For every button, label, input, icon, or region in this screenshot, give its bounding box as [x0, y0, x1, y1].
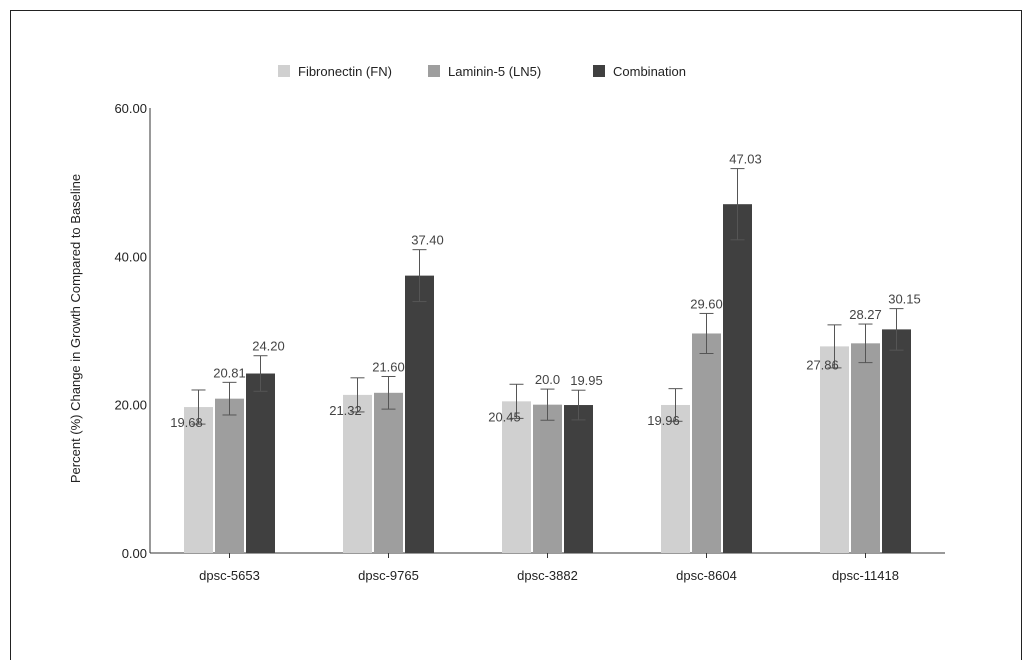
bar	[661, 404, 690, 553]
x-category-label: dpsc-8604	[676, 568, 737, 583]
bar	[374, 392, 403, 553]
bar	[215, 398, 244, 553]
legend-label: Fibronectin (FN)	[298, 64, 392, 79]
y-axis-label: Percent (%) Change in Growth Compared to…	[68, 174, 83, 483]
bar	[723, 204, 752, 554]
x-category-label: dpsc-5653	[199, 568, 260, 583]
y-tick-label: 0.00	[122, 546, 147, 561]
bar	[343, 394, 372, 553]
legend-label: Combination	[613, 64, 686, 79]
bar	[882, 329, 911, 553]
data-label: 21.60	[372, 359, 405, 374]
data-label: 37.40	[411, 233, 444, 248]
x-category-label: dpsc-11418	[832, 568, 899, 583]
data-label: 30.15	[888, 292, 921, 307]
bar	[533, 404, 562, 553]
data-label: 24.20	[252, 339, 285, 354]
bar	[692, 333, 721, 553]
legend-swatch	[428, 65, 440, 77]
data-label: 27.86	[806, 357, 839, 372]
data-label: 19.68	[170, 415, 203, 430]
data-label: 20.81	[213, 365, 246, 380]
bar	[184, 407, 213, 553]
bar	[502, 401, 531, 553]
bar	[820, 346, 849, 553]
legend-swatch	[593, 65, 605, 77]
data-label: 28.27	[849, 307, 882, 322]
x-category-label: dpsc-9765	[358, 568, 419, 583]
data-label: 19.95	[570, 373, 603, 388]
legend-label: Laminin-5 (LN5)	[448, 64, 541, 79]
data-label: 47.03	[729, 152, 762, 167]
bar	[564, 405, 593, 553]
y-tick-label: 40.00	[114, 249, 147, 264]
x-category-label: dpsc-3882	[517, 568, 578, 583]
data-label: 20.45	[488, 409, 521, 424]
bar	[405, 275, 434, 553]
data-label: 29.60	[690, 296, 723, 311]
bar	[851, 343, 880, 553]
data-label: 19.96	[647, 413, 680, 428]
y-tick-label: 60.00	[114, 101, 147, 116]
data-label: 21.32	[329, 403, 362, 418]
data-label: 20.0	[535, 372, 560, 387]
legend-swatch	[278, 65, 290, 77]
bar	[246, 373, 275, 553]
y-tick-label: 20.00	[114, 398, 147, 413]
